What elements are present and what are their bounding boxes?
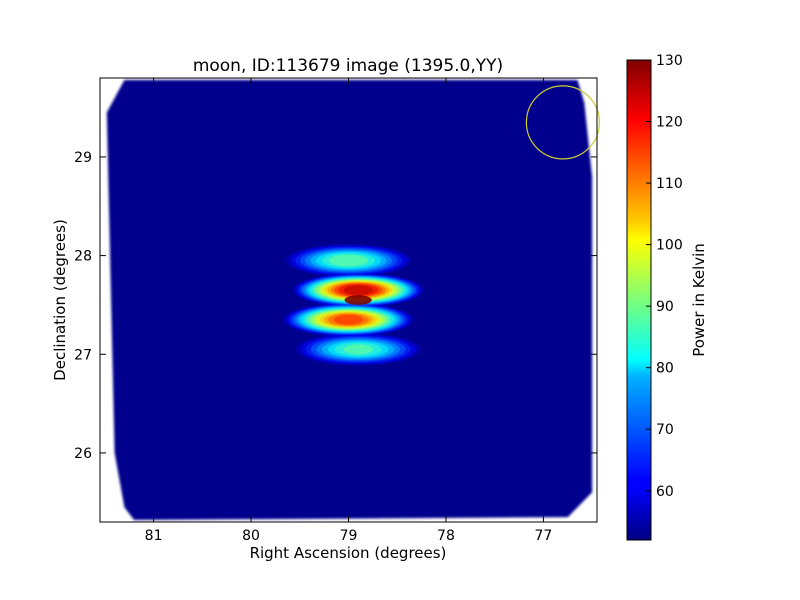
heatmap-layer <box>106 80 593 520</box>
y-tick-label: 27 <box>74 347 92 363</box>
y-tick-label: 29 <box>74 150 92 166</box>
colorbar-label: Power in Kelvin <box>690 243 708 357</box>
fringe-contour <box>343 344 373 355</box>
y-axis-label: Declination (degrees) <box>51 219 69 381</box>
x-tick-label: 77 <box>534 528 552 544</box>
fringe-contour <box>328 254 369 267</box>
colorbar-ticks: 60 70 80 90 100 110 120 130 <box>646 53 683 500</box>
x-tick-label: 80 <box>242 528 260 544</box>
x-axis-ticks: 81 80 79 78 77 <box>145 78 552 544</box>
fringe-contour <box>343 285 373 295</box>
beam-circle <box>525 85 601 160</box>
colorbar-tick-label: 130 <box>656 53 683 69</box>
colorbar-tick-label: 110 <box>656 176 683 192</box>
colorbar-tick-label: 120 <box>656 115 683 131</box>
colorbar-tick-label: 80 <box>656 361 674 377</box>
y-tick-label: 26 <box>74 446 92 462</box>
x-tick-label: 81 <box>145 528 163 544</box>
colorbar <box>626 59 652 541</box>
x-tick-label: 79 <box>340 528 358 544</box>
fringe-contour <box>333 314 364 325</box>
x-axis-label: Right Ascension (degrees) <box>250 544 447 562</box>
colorbar-tick-label: 100 <box>656 238 683 254</box>
y-tick-label: 28 <box>74 249 92 265</box>
colorbar-tick-label: 60 <box>656 484 674 500</box>
chart-title: moon, ID:113679 image (1395.0,YY) <box>193 56 503 76</box>
colorbar-tick-label: 90 <box>656 299 674 315</box>
colorbar-tick-label: 70 <box>656 422 674 438</box>
x-tick-label: 78 <box>437 528 455 544</box>
y-axis-ticks: 26 27 28 29 <box>74 150 597 462</box>
source-peak <box>344 295 372 305</box>
